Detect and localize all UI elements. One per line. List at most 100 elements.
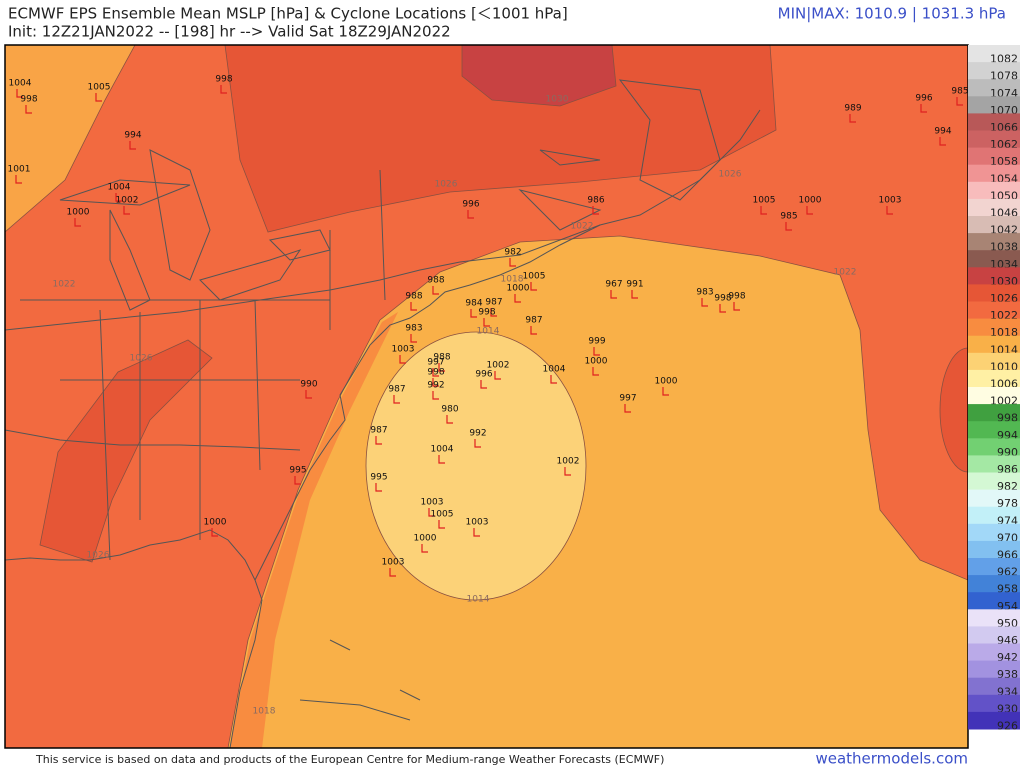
cyclone-pressure: 997 (619, 394, 636, 404)
cyclone-marker (211, 528, 218, 537)
cyclone-marker (438, 520, 445, 529)
cyclone-marker (123, 206, 130, 215)
cyclone-pressure: 988 (433, 353, 450, 363)
legend-swatch (968, 404, 1020, 422)
cyclone-pressure: 1003 (421, 498, 444, 508)
legend-swatch (968, 318, 1020, 337)
cyclone-marker (920, 104, 927, 113)
cyclone-marker (550, 375, 557, 384)
cyclone-pressure: 1001 (8, 165, 31, 175)
contour-label: 1026 (130, 354, 153, 364)
legend-swatch (968, 267, 1020, 285)
legend-swatch (968, 352, 1020, 371)
cyclone-pressure: 994 (934, 127, 951, 137)
cyclone-pressure: 997 (427, 358, 444, 368)
footer-credit: This service is based on data and produc… (35, 753, 664, 766)
cyclone-pressure: 996 (915, 94, 932, 104)
cyclone-pressure: 985 (951, 87, 968, 97)
cyclone-marker (432, 391, 439, 400)
cyclone-pressure: 980 (441, 405, 458, 415)
legend-swatch (968, 626, 1020, 644)
cyclone-marker (631, 290, 638, 299)
cyclone-pressure: 988 (405, 292, 422, 302)
cyclone-marker (15, 175, 22, 184)
cyclone-pressure: 992 (469, 429, 486, 439)
cyclone-pressure: 995 (370, 473, 387, 483)
legend-swatch (968, 575, 1020, 593)
cyclone-pressure: 1003 (879, 196, 902, 206)
cyclone-marker (410, 334, 417, 343)
cyclone-marker (785, 222, 792, 231)
cyclone-marker (760, 206, 767, 215)
legend-swatch (968, 198, 1020, 217)
cyclone-pressure: 987 (525, 316, 542, 326)
cyclone-pressure: 989 (844, 104, 861, 114)
cyclone-pressure: 1004 (108, 183, 131, 193)
cyclone-pressure: 998 (215, 75, 232, 85)
contour-label: 1026 (435, 180, 458, 190)
contour-label: 1022 (53, 280, 76, 290)
cyclone-pressure: 998 (20, 95, 37, 105)
cyclone-marker (473, 528, 480, 537)
cyclone-pressure: 1002 (487, 361, 510, 371)
cyclone-marker (593, 347, 600, 356)
legend-swatch (968, 489, 1020, 508)
cyclone-pressure: 996 (462, 200, 479, 210)
cyclone-marker (939, 137, 946, 146)
cyclone-pressure: 1005 (88, 83, 111, 93)
color-legend: 1082107810741070106610621058105410501046… (968, 45, 1020, 732)
cyclone-pressure: 996 (475, 370, 492, 380)
cyclone-marker (530, 326, 537, 335)
watermark: weathermodels.com (815, 750, 968, 768)
cyclone-pressure: 1002 (116, 196, 139, 206)
title: ECMWF EPS Ensemble Mean MSLP [hPa] & Cyc… (8, 5, 568, 23)
cyclone-pressure: 987 (485, 298, 502, 308)
cyclone-pressure: 988 (427, 276, 444, 286)
cyclone-pressure: 998 (427, 368, 444, 378)
cyclone-pressure: 1003 (466, 518, 489, 528)
map: 1030 1026 1026 1022 1022 1022 1026 1014 1018 1014… (4, 44, 969, 749)
min-max: MIN|MAX: 1010.9 | 1031.3 hPa (778, 5, 1006, 23)
cyclone-pressure: 967 (605, 280, 622, 290)
legend-swatch (968, 113, 1020, 131)
cyclone-pressure: 990 (300, 380, 317, 390)
contour-label: 1018 (253, 707, 276, 717)
cyclone-marker (428, 508, 435, 517)
cyclone-marker (509, 258, 516, 267)
cyclone-pressure: 1000 (414, 534, 437, 544)
cyclone-pressure: 982 (504, 248, 521, 258)
cyclone-marker (701, 298, 708, 307)
legend-swatch (968, 694, 1020, 713)
cyclone-marker (956, 97, 963, 106)
legend-swatch (968, 540, 1020, 559)
legend-swatch (968, 660, 1020, 679)
cyclone-marker (438, 455, 445, 464)
init-line: Init: 12Z21JAN2022 -- [198] hr --> Valid… (8, 23, 451, 41)
legend-swatch (968, 472, 1020, 491)
cyclone-marker (25, 105, 32, 114)
cyclone-pressure: 1000 (585, 357, 608, 367)
cyclone-marker (294, 476, 301, 485)
cyclone-marker (129, 141, 136, 150)
contour-label: 1022 (571, 222, 594, 232)
cyclone-marker (610, 290, 617, 299)
cyclone-marker (393, 395, 400, 404)
cyclone-pressure: 1004 (431, 445, 454, 455)
contour-label: 1026 (87, 551, 110, 561)
legend-swatch (968, 643, 1020, 662)
legend-swatch (968, 506, 1020, 525)
cyclone-pressure: 1004 (9, 79, 32, 89)
contour-label: 1030 (546, 95, 569, 105)
legend-swatch (968, 592, 1020, 610)
cyclone-marker (389, 568, 396, 577)
cyclone-pressure: 991 (626, 280, 643, 290)
cyclone-pressure: 1000 (507, 284, 530, 294)
legend-swatch (968, 181, 1020, 200)
legend-swatch (968, 523, 1020, 542)
cyclone-marker (432, 286, 439, 295)
legend-swatch (968, 558, 1020, 576)
cyclone-pressure: 983 (696, 288, 713, 298)
cyclone-marker (305, 390, 312, 399)
cyclone-pressure: 1000 (799, 196, 822, 206)
